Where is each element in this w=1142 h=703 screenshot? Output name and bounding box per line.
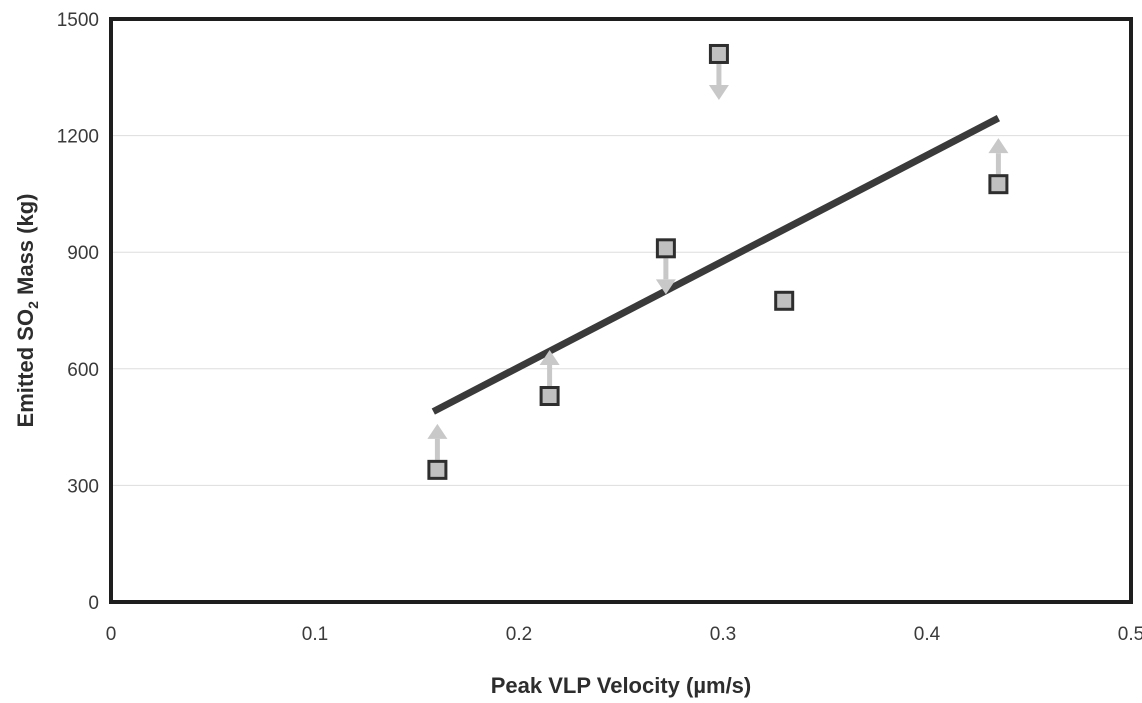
- y-axis-title: Emitted SO2 Mass (kg): [13, 194, 41, 428]
- fit-line: [431, 115, 1001, 415]
- y-axis-title-subscript: 2: [25, 301, 41, 309]
- data-point: [539, 386, 560, 407]
- y-tick-label: 300: [67, 476, 99, 497]
- data-point: [427, 459, 448, 480]
- y-axis-title-unit: Mass (kg): [13, 194, 38, 302]
- x-tick-label: 0.4: [914, 624, 941, 645]
- x-axis-title: Peak VLP Velocity (µm/s): [491, 673, 752, 698]
- arrow-up: [427, 423, 448, 460]
- arrow-up: [539, 350, 560, 387]
- y-tick-label: 0: [88, 593, 99, 614]
- data-point: [774, 290, 795, 311]
- x-tick-label: 0.2: [506, 624, 532, 645]
- arrow-down: [708, 63, 729, 100]
- y-tick-label: 600: [67, 360, 99, 381]
- data-points: [427, 43, 1009, 480]
- y-tick-label: 1200: [57, 127, 99, 148]
- y-tick-labels: 0 300 600 900 1200 1500: [57, 10, 99, 614]
- x-tick-label: 0.5: [1118, 624, 1142, 645]
- x-tick-label: 0: [106, 624, 117, 645]
- arrow-up: [988, 138, 1009, 175]
- y-tick-label: 1500: [57, 10, 99, 31]
- y-axis-title-main: Emitted SO: [13, 309, 38, 428]
- y-tick-label: 900: [67, 243, 99, 264]
- arrow-down: [655, 258, 676, 295]
- x-tick-label: 0.3: [710, 624, 736, 645]
- plot-frame: [109, 17, 1133, 604]
- x-tick-labels: 0 0.1 0.2 0.3 0.4 0.5: [106, 624, 1142, 645]
- data-point: [655, 238, 676, 259]
- x-tick-label: 0.1: [302, 624, 328, 645]
- data-point: [988, 174, 1009, 195]
- data-point: [708, 43, 729, 64]
- arrows: [427, 63, 1009, 460]
